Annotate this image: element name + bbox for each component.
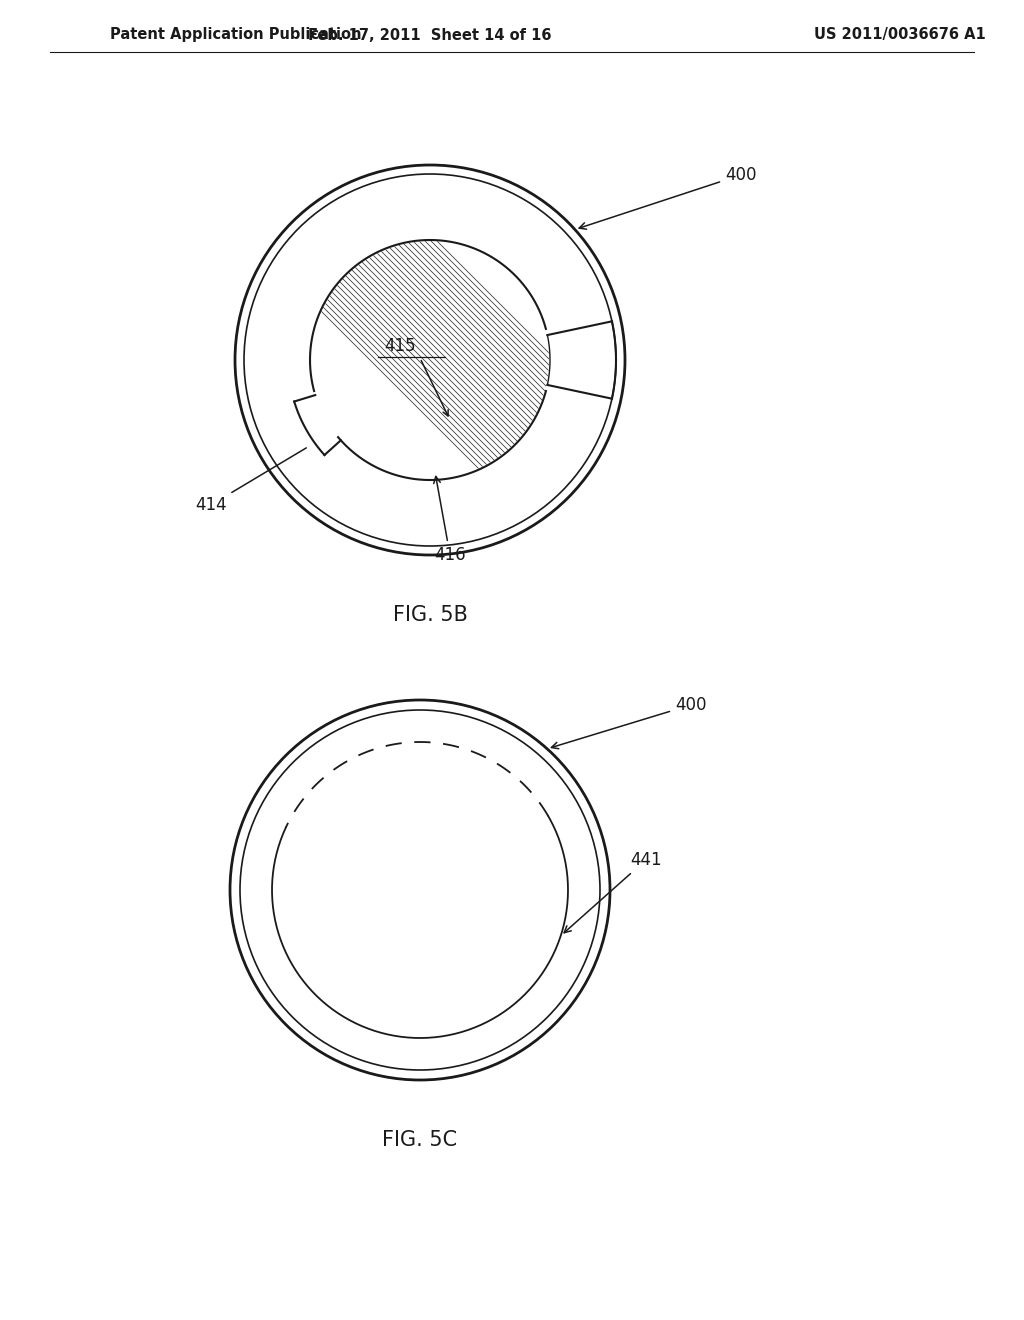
Text: 400: 400 bbox=[580, 166, 757, 230]
Text: 414: 414 bbox=[195, 447, 306, 513]
Text: FIG. 5B: FIG. 5B bbox=[392, 605, 467, 624]
Text: 441: 441 bbox=[564, 851, 662, 933]
Text: 416: 416 bbox=[434, 477, 466, 564]
Text: Patent Application Publication: Patent Application Publication bbox=[110, 28, 361, 42]
Text: Feb. 17, 2011  Sheet 14 of 16: Feb. 17, 2011 Sheet 14 of 16 bbox=[308, 28, 552, 42]
Text: 415: 415 bbox=[384, 337, 416, 355]
Text: FIG. 5C: FIG. 5C bbox=[382, 1130, 458, 1150]
Text: 400: 400 bbox=[552, 696, 707, 748]
Text: US 2011/0036676 A1: US 2011/0036676 A1 bbox=[814, 28, 986, 42]
